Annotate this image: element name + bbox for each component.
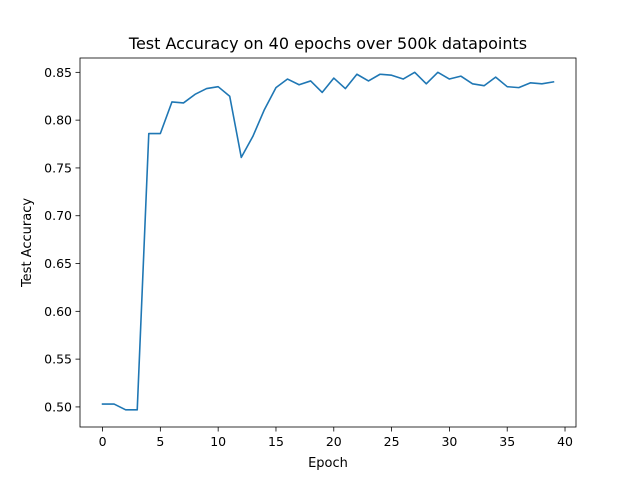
data-point xyxy=(472,83,474,85)
x-axis-label: Epoch xyxy=(308,456,348,471)
chart-title: Test Accuracy on 40 epochs over 500k dat… xyxy=(128,34,527,53)
data-point xyxy=(414,71,416,73)
data-point xyxy=(333,77,335,79)
data-point xyxy=(206,88,208,90)
series-layer xyxy=(101,71,555,411)
data-point xyxy=(448,78,450,80)
x-tick-label: 15 xyxy=(268,434,284,449)
data-point xyxy=(287,78,289,80)
data-point xyxy=(159,133,161,135)
data-point xyxy=(506,86,508,88)
data-point xyxy=(437,71,439,73)
x-tick-label: 35 xyxy=(499,434,515,449)
y-tick-label: 0.85 xyxy=(44,65,72,80)
data-point xyxy=(344,88,346,90)
plot-area xyxy=(79,57,577,428)
data-point xyxy=(379,73,381,75)
data-point xyxy=(263,109,265,111)
data-point xyxy=(148,133,150,135)
y-tick-label: 0.75 xyxy=(44,160,72,175)
data-point xyxy=(425,83,427,85)
data-point xyxy=(367,80,369,82)
data-point xyxy=(102,403,104,405)
data-point xyxy=(136,409,138,411)
x-tick-label: 5 xyxy=(156,434,164,449)
data-point xyxy=(252,135,254,137)
data-point xyxy=(402,78,404,80)
data-point xyxy=(495,76,497,78)
data-point xyxy=(552,81,554,83)
data-point xyxy=(194,93,196,95)
x-axis-ticks: 0 5 10 15 20 25 30 35 40 xyxy=(99,427,573,449)
data-point xyxy=(125,409,127,411)
y-tick-label: 0.70 xyxy=(44,208,72,223)
axes-frame xyxy=(79,57,577,428)
data-point xyxy=(518,87,520,89)
data-point xyxy=(275,87,277,89)
data-point xyxy=(229,95,231,97)
data-point xyxy=(298,84,300,86)
data-point xyxy=(240,156,242,158)
x-tick-label: 25 xyxy=(384,434,400,449)
x-tick-label: 20 xyxy=(326,434,342,449)
axes-background xyxy=(80,58,576,427)
data-point xyxy=(171,101,173,103)
y-tick-label: 0.60 xyxy=(44,304,72,319)
series-line-0 xyxy=(101,71,555,411)
x-tick-label: 40 xyxy=(557,434,573,449)
data-point xyxy=(460,75,462,77)
data-point xyxy=(182,102,184,104)
data-point xyxy=(483,85,485,87)
y-tick-label: 0.80 xyxy=(44,113,72,128)
data-point xyxy=(310,80,312,82)
x-tick-label: 30 xyxy=(441,434,457,449)
y-tick-label: 0.55 xyxy=(44,352,72,367)
data-point xyxy=(529,82,531,84)
x-tick-label: 10 xyxy=(210,434,226,449)
y-axis-ticks: 0.50 0.55 0.60 0.65 0.70 0.75 0.80 0.85 xyxy=(44,65,80,414)
data-point xyxy=(321,91,323,93)
data-point xyxy=(217,86,219,88)
y-axis-label: Test Accuracy xyxy=(20,198,35,288)
y-tick-label: 0.50 xyxy=(44,399,72,414)
data-point xyxy=(541,83,543,85)
data-point xyxy=(391,74,393,76)
y-tick-label: 0.65 xyxy=(44,256,72,271)
data-point xyxy=(113,403,115,405)
x-tick-label: 0 xyxy=(99,434,107,449)
data-point xyxy=(356,73,358,75)
